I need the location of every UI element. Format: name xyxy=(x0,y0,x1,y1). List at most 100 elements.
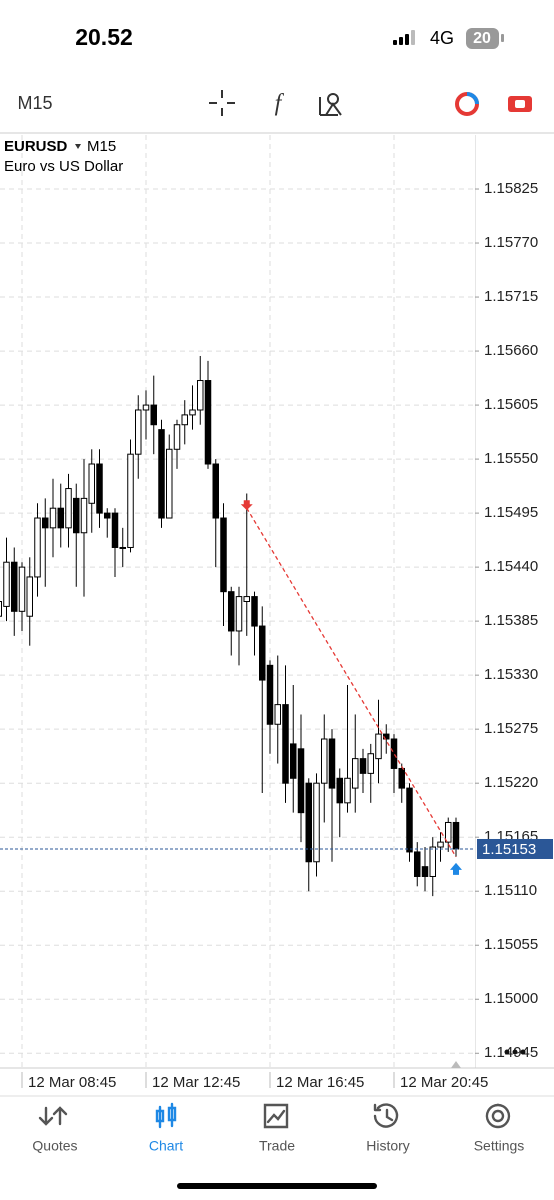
candle-body xyxy=(189,409,196,416)
crosshair-button[interactable] xyxy=(209,90,235,116)
candle-body xyxy=(111,512,119,548)
candle-body xyxy=(367,753,374,774)
candle-body xyxy=(251,596,258,627)
candle-body xyxy=(375,733,382,760)
tab-label[interactable]: Chart xyxy=(149,1138,183,1154)
candle-body xyxy=(119,546,126,549)
signal-icon xyxy=(393,30,415,45)
tab-icon[interactable] xyxy=(155,1102,177,1129)
candle-body xyxy=(3,561,10,607)
candle-body xyxy=(150,404,157,426)
candle-body xyxy=(228,591,235,632)
candle-body xyxy=(259,625,266,681)
candle-body xyxy=(344,777,351,804)
candle-body xyxy=(166,448,173,519)
candle-body xyxy=(135,409,142,455)
more-button[interactable] xyxy=(504,1049,526,1055)
battery-tip xyxy=(501,34,504,42)
candle-body xyxy=(421,866,429,877)
candle-body xyxy=(73,497,80,534)
symbol-description: Euro vs US Dollar xyxy=(4,158,123,175)
trade-button[interactable] xyxy=(455,92,479,116)
y-tick-label: 1.15440 xyxy=(484,558,538,575)
candle-body xyxy=(414,851,421,877)
indicators-button[interactable]: f xyxy=(275,91,285,117)
tab-label[interactable]: History xyxy=(366,1138,410,1154)
y-tick-label: 1.15550 xyxy=(484,450,538,467)
candle-body xyxy=(452,821,460,850)
chart-timeframe: M15 xyxy=(87,138,116,155)
objects-button[interactable] xyxy=(319,93,342,116)
tab-icon[interactable] xyxy=(38,1106,68,1126)
candle-body xyxy=(142,404,150,411)
candle-body xyxy=(173,424,181,450)
candle-body xyxy=(313,782,320,863)
tab-bar: Quotes Chart Trade History Settings xyxy=(32,1102,525,1154)
candle-body xyxy=(445,821,452,843)
candle-body xyxy=(274,704,281,725)
candle-body xyxy=(390,738,398,769)
tab-label[interactable]: Trade xyxy=(259,1138,295,1154)
candle-body xyxy=(243,596,250,603)
current-price-label: 1.15153 xyxy=(482,841,536,858)
symbol-dropdown[interactable] xyxy=(75,144,81,149)
candle-body xyxy=(297,748,305,814)
candle-body xyxy=(359,758,367,774)
candle-body xyxy=(65,488,72,529)
network: 4G xyxy=(430,28,454,48)
candle-body xyxy=(127,453,134,548)
y-tick-label: 1.15330 xyxy=(484,666,538,683)
y-tick-label: 1.15770 xyxy=(484,234,538,251)
x-tick-label: 12 Mar 12:45 xyxy=(152,1074,240,1091)
y-tick-label: 1.15385 xyxy=(484,612,538,629)
candle-body xyxy=(181,414,188,426)
chart: 1.149451.150001.150551.151101.151651.152… xyxy=(0,135,554,1091)
one-click-button[interactable] xyxy=(508,96,532,112)
y-tick-label: 1.15715 xyxy=(484,288,538,305)
candle-body xyxy=(42,517,49,529)
candle-body xyxy=(34,517,41,578)
buy-arrow xyxy=(450,862,462,875)
trade-line xyxy=(246,507,457,858)
shift-marker xyxy=(451,1061,461,1068)
timeframe-button[interactable]: M15 xyxy=(17,93,52,113)
symbol: EURUSD xyxy=(4,138,68,155)
candle-body xyxy=(212,463,219,519)
y-tick-label: 1.15660 xyxy=(484,342,538,359)
candle-body xyxy=(235,596,243,632)
candle-body xyxy=(305,782,312,863)
candle-body xyxy=(266,664,274,725)
candle-body xyxy=(437,841,444,848)
candle-body xyxy=(328,738,336,789)
candle-body xyxy=(0,601,2,617)
price-axis-border xyxy=(475,135,476,1068)
candle-body xyxy=(220,517,227,593)
tab-label[interactable]: Settings xyxy=(474,1138,525,1154)
tab-icon[interactable] xyxy=(263,1103,289,1129)
y-tick-label: 1.15275 xyxy=(484,720,538,737)
y-tick-label: 1.15825 xyxy=(484,180,538,197)
candle-body xyxy=(18,566,26,612)
home-indicator xyxy=(177,1183,377,1189)
tab-label[interactable]: Quotes xyxy=(32,1138,77,1154)
candle-body xyxy=(352,758,359,789)
tab-icon[interactable] xyxy=(485,1103,511,1129)
x-tick-label: 12 Mar 16:45 xyxy=(276,1074,364,1091)
candle-body xyxy=(96,463,103,514)
y-tick-label: 1.15220 xyxy=(484,774,538,791)
y-tick-label: 1.15495 xyxy=(484,504,538,521)
candle-body xyxy=(282,704,289,784)
candle-body xyxy=(204,380,212,465)
x-tick-label: 12 Mar 20:45 xyxy=(400,1074,488,1091)
candle-body xyxy=(321,738,328,784)
candle-body xyxy=(158,429,165,519)
x-tick-label: 12 Mar 08:45 xyxy=(28,1074,116,1091)
tab-icon[interactable] xyxy=(373,1103,399,1128)
candle-body xyxy=(104,512,111,519)
current-price-box xyxy=(477,838,553,859)
candle-body xyxy=(429,846,436,877)
battery-level: 20 xyxy=(473,30,491,47)
candle-body xyxy=(57,507,64,529)
candle-body xyxy=(406,787,413,853)
